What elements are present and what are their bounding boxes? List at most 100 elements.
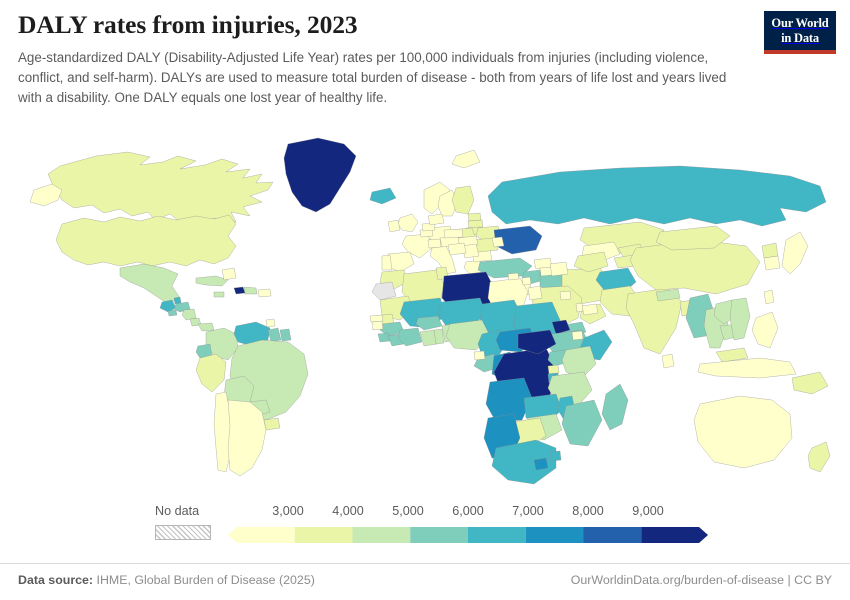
world-choropleth-map[interactable]: Canada: 3,400United States: 3,600 Alaska:…: [0, 112, 850, 504]
country-eswatini[interactable]: Eswatini: 6,700: [550, 451, 561, 461]
country-russia[interactable]: Russia: 6,800: [488, 166, 826, 226]
country-el-salvador[interactable]: El Salvador: 5,500: [168, 310, 177, 316]
country-denmark[interactable]: Denmark: No data: [428, 214, 444, 225]
legend-bin[interactable]: 7,000 – 8,000: [525, 527, 584, 543]
country-haiti[interactable]: Haiti: 9,800: [234, 287, 245, 294]
country-argentina[interactable]: Argentina: 2,900: [228, 400, 266, 476]
country-malaysia[interactable]: Malaysia: 3,600: [716, 348, 748, 362]
country-moldova[interactable]: Moldova: No data: [492, 237, 504, 247]
country-uae[interactable]: UAE: No data: [582, 304, 598, 315]
country-svalbard[interactable]: Svalbard: No data: [452, 150, 480, 168]
legend-tick: 7,000: [512, 504, 544, 518]
footer-link[interactable]: OurWorldinData.org/burden-of-disease | C…: [570, 573, 832, 587]
country-belize[interactable]: Belize: 6,300: [174, 297, 181, 304]
country-united-kingdom[interactable]: United Kingdom: 2,400: [398, 214, 418, 232]
country-ivory-coast[interactable]: Ivory Coast: 5,500: [398, 328, 422, 346]
country-australia[interactable]: Australia: 2,600: [694, 396, 792, 468]
country-trinidad[interactable]: Trinidad: No data: [266, 319, 275, 327]
legend-tick: 3,000: [272, 504, 304, 518]
country-south-korea[interactable]: South Korea: 2,800: [764, 256, 780, 270]
country-dominican-republic[interactable]: Dominican Republic: 4,700: [244, 287, 257, 294]
legend-bin[interactable]: 6,000 – 7,000: [468, 527, 526, 543]
country-portugal[interactable]: Portugal: 2,600: [382, 255, 392, 270]
country-guinea-bissau[interactable]: Guinea-Bissau: No data: [372, 321, 383, 330]
country-estonia[interactable]: Estonia: 3,900: [468, 213, 481, 221]
country-south-sudan[interactable]: South Sudan: 9,700: [518, 330, 556, 354]
country-madagascar[interactable]: Madagascar: 5,300: [602, 384, 628, 430]
country-sri-lanka[interactable]: Sri Lanka: No data: [662, 354, 674, 368]
country-guatemala[interactable]: Guatemala: 6,400: [160, 300, 176, 312]
country-layer[interactable]: Canada: 3,400United States: 3,600 Alaska:…: [30, 138, 830, 484]
country-rwanda[interactable]: Rwanda: 3,900: [548, 365, 559, 374]
country-philippines[interactable]: Philippines: 2,900: [752, 312, 778, 348]
country-canada[interactable]: Canada: 3,400: [48, 152, 273, 224]
country-mexico[interactable]: Mexico: 4,600: [120, 264, 180, 304]
country-north-korea[interactable]: North Korea: 3,900: [762, 243, 778, 258]
legend-bin[interactable]: 3,000 – 4,000: [294, 527, 353, 543]
country-taiwan[interactable]: Taiwan: No data: [764, 290, 774, 304]
country-gambia[interactable]: Gambia: No data: [370, 315, 383, 322]
country-suriname[interactable]: Suriname: 5,500: [280, 329, 291, 341]
country-cuba[interactable]: Cuba: 4,300: [196, 276, 228, 286]
country-kuwait[interactable]: Kuwait: No data: [560, 291, 571, 300]
country-iceland[interactable]: Iceland: 6,200: [370, 188, 396, 204]
country-burkina-faso[interactable]: Burkina Faso: 5,400: [416, 316, 442, 330]
country-switzerland[interactable]: Switzerland: No data: [428, 239, 441, 248]
legend-bin[interactable]: < 3,000: [228, 527, 295, 543]
country-papua-new-guinea[interactable]: Papua New Guinea: 3,900: [792, 372, 828, 394]
owid-logo[interactable]: Our World in Data: [764, 11, 836, 54]
country-angola[interactable]: Angola: 7,600: [486, 378, 532, 422]
legend-no-data[interactable]: No data: [155, 505, 211, 540]
map-svg[interactable]: Canada: 3,400United States: 3,600 Alaska:…: [0, 112, 850, 504]
country-mozambique[interactable]: Mozambique: 5,400: [562, 400, 602, 446]
country-czechia[interactable]: Czechia: No data: [444, 229, 463, 238]
country-peru[interactable]: Peru: 3,500: [196, 354, 226, 392]
legend-bin[interactable]: 8,000 – 9,000: [583, 527, 642, 543]
country-united-states[interactable]: United States: 3,600: [56, 215, 236, 266]
country-mongolia[interactable]: Mongolia: 3,900: [656, 226, 730, 250]
country-nicaragua[interactable]: Nicaragua: 4,500: [182, 309, 196, 320]
country-panama[interactable]: Panama: 4,400: [198, 323, 214, 331]
country-latvia[interactable]: Latvia: 3,900: [468, 220, 483, 228]
country-finland[interactable]: Finland: 3,500: [452, 186, 474, 214]
country-guyana[interactable]: Guyana: 5,700: [268, 328, 281, 342]
country-turkey[interactable]: Turkey: 5,300: [478, 258, 532, 278]
country-china[interactable]: China: 3,500: [630, 240, 760, 294]
country-azerbaijan[interactable]: Azerbaijan: No data: [550, 262, 568, 276]
country-turkmenistan[interactable]: Turkmenistan: 3,800: [574, 252, 608, 272]
country-new-zealand[interactable]: New Zealand: 3,500: [808, 442, 830, 472]
legend-no-data-swatch[interactable]: [155, 524, 211, 540]
country-japan[interactable]: Japan: 2,200: [782, 232, 808, 274]
country-vietnam[interactable]: Vietnam: 4,600: [730, 298, 750, 340]
legend-bin[interactable]: 4,000 – 5,000: [352, 527, 411, 543]
country-jordan[interactable]: Jordan: No data: [528, 286, 542, 300]
country-western-sahara[interactable]: Western Sahara: No data: [372, 282, 396, 300]
country-lesotho[interactable]: Lesotho: 7,700: [534, 458, 548, 470]
country-equatorial-guinea[interactable]: Equatorial Guinea: No data: [474, 351, 485, 360]
country-greenland[interactable]: Greenland: 11,000: [284, 138, 356, 212]
country-qatar[interactable]: Qatar: No data: [576, 303, 583, 312]
country-eritrea[interactable]: Eritrea: 9,500: [552, 320, 570, 334]
legend-scale[interactable]: 3,000 4,000 5,000 6,000 7,000 8,000 9,000 < 3,…: [228, 505, 708, 543]
country-croatia[interactable]: Croatia: No data: [448, 243, 466, 255]
country-togo[interactable]: Togo: 4,700: [434, 329, 444, 344]
country-serbia[interactable]: Serbia: No data: [462, 244, 479, 258]
country-nepal[interactable]: Nepal: 4,400: [656, 289, 680, 301]
country-sierra-leone[interactable]: Sierra Leone: 5,500: [378, 333, 390, 342]
country-cyprus[interactable]: Cyprus: No data: [508, 273, 519, 280]
country-ireland[interactable]: Ireland: 2,500: [388, 220, 400, 232]
country-puerto-rico[interactable]: Puerto Rico: No data: [258, 289, 271, 297]
country-djibouti[interactable]: Djibouti: No data: [572, 331, 583, 340]
country-bahamas[interactable]: Bahamas: No data: [222, 268, 236, 280]
country-lebanon[interactable]: Lebanon: No data: [522, 277, 531, 285]
country-indonesia[interactable]: Indonesia: 2,900: [698, 358, 796, 378]
country-uruguay[interactable]: Uruguay: 3,900: [264, 418, 280, 430]
country-alaska[interactable]: Alaska: No data: [30, 184, 62, 206]
legend-bin[interactable]: > 9,000: [641, 527, 708, 543]
legend-bin[interactable]: 5,000 – 6,000: [410, 527, 468, 543]
country-jamaica[interactable]: Jamaica: 4,800: [214, 292, 224, 297]
country-south-africa[interactable]: South Africa: 6,900: [492, 440, 556, 484]
